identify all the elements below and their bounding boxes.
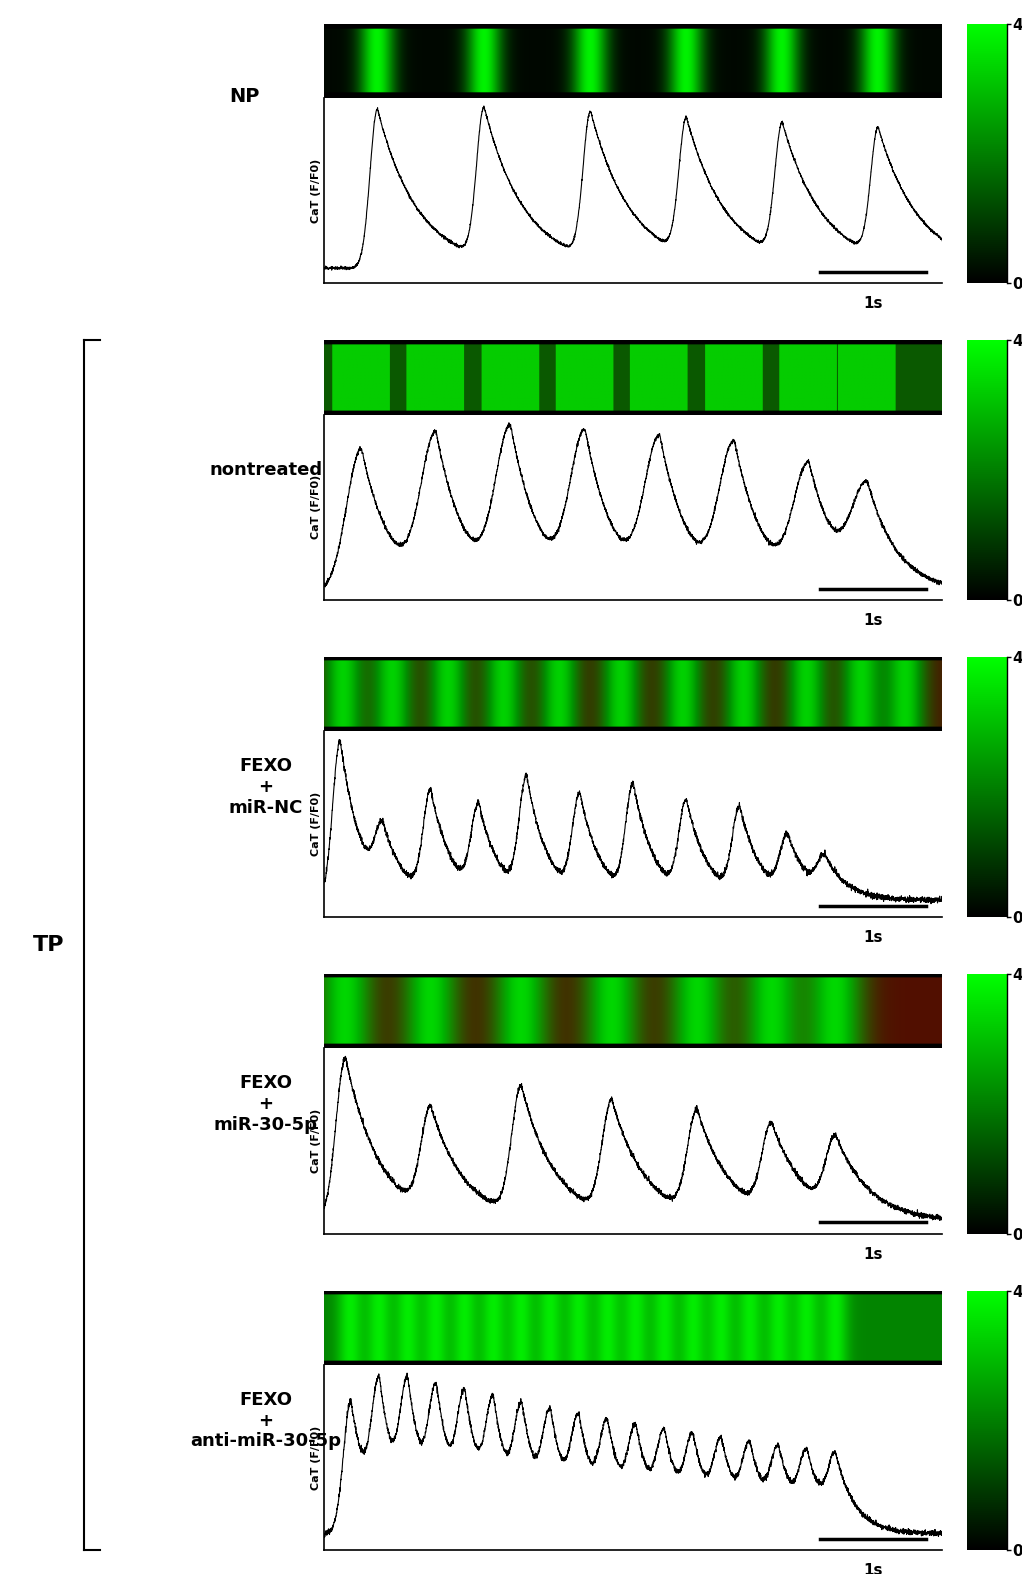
- Text: TP: TP: [34, 935, 64, 955]
- Y-axis label: CaT (F/F0): CaT (F/F0): [312, 159, 322, 222]
- Text: 1s: 1s: [864, 296, 883, 312]
- Text: FEXO
+
anti-miR-30-5p: FEXO + anti-miR-30-5p: [190, 1391, 341, 1450]
- Text: 1s: 1s: [864, 612, 883, 628]
- Text: nontreated: nontreated: [210, 461, 322, 478]
- Text: NP: NP: [230, 87, 260, 105]
- Text: 1s: 1s: [864, 930, 883, 944]
- Text: FEXO
+
miR-NC: FEXO + miR-NC: [228, 757, 303, 817]
- Text: 1s: 1s: [864, 1563, 883, 1574]
- Y-axis label: CaT (F/F0): CaT (F/F0): [312, 1426, 322, 1489]
- Text: 1s: 1s: [864, 1247, 883, 1262]
- Y-axis label: CaT (F/F0): CaT (F/F0): [312, 792, 322, 856]
- Text: FEXO
+
miR-30-5p: FEXO + miR-30-5p: [214, 1073, 318, 1133]
- Y-axis label: CaT (F/F0): CaT (F/F0): [312, 475, 322, 540]
- Y-axis label: CaT (F/F0): CaT (F/F0): [312, 1108, 322, 1173]
